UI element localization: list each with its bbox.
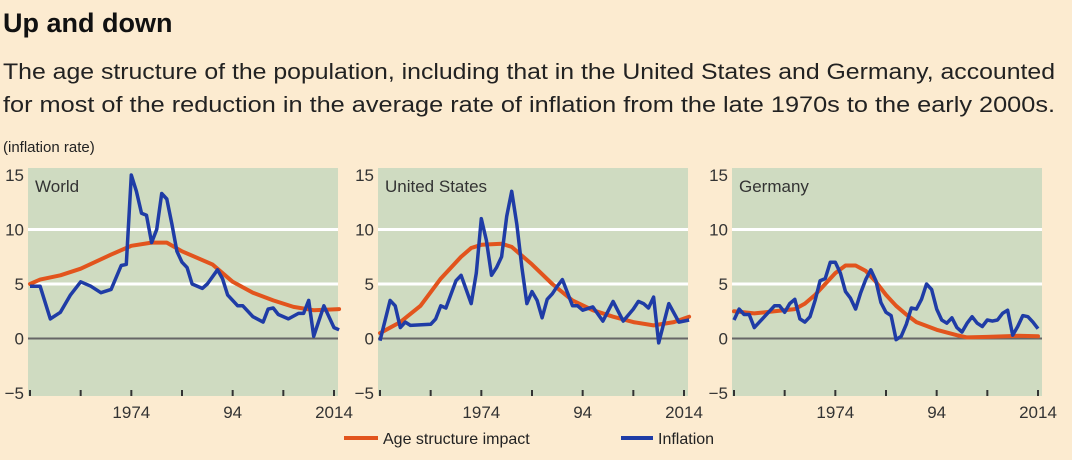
inflation-line (378, 189, 690, 345)
chart-subtitle-line-1: The age structure of the population, inc… (3, 59, 1055, 84)
y-tick-label: −5 (709, 384, 728, 403)
legend-inflation-label: Inflation (658, 431, 714, 448)
panel-world: 15 10 5 0 −5 1974 94 2014 World (5, 166, 353, 422)
y-tick-label: −5 (5, 384, 24, 403)
y-tick-label: 0 (365, 330, 374, 349)
y-tick-label: 15 (709, 166, 728, 185)
y-tick-label: 10 (355, 221, 374, 240)
y-tick-label: 5 (15, 275, 24, 294)
plot-area (378, 168, 688, 396)
y-tick-label: 0 (15, 330, 24, 349)
panel-title: Germany (739, 177, 809, 196)
y-tick-label: 10 (709, 221, 728, 240)
y-tick-label: 5 (719, 275, 728, 294)
inflation-line (732, 260, 1040, 342)
x-tick-label: 94 (573, 403, 592, 422)
legend: Age structure impact Inflation (344, 431, 714, 448)
panel-germany: 15 10 5 0 −5 1974 94 2014 Germany (709, 166, 1057, 422)
age-structure-line (732, 263, 1040, 340)
plot-area (28, 168, 338, 396)
x-tick-label: 1974 (816, 403, 854, 422)
y-axis-label: (inflation rate) (3, 139, 95, 156)
x-tick-label: 1974 (462, 403, 500, 422)
legend-age-label: Age structure impact (383, 431, 530, 448)
panel-united-states: 15 10 5 0 −5 1974 94 2014 United States (355, 166, 703, 422)
panel-title: World (35, 177, 79, 196)
y-tick-label: 15 (5, 166, 24, 185)
chart-title: Up and down (3, 8, 172, 38)
x-tick-label: 2014 (665, 403, 703, 422)
x-tick-label: 94 (223, 403, 242, 422)
panel-title: United States (385, 177, 487, 196)
y-tick-label: 10 (5, 221, 24, 240)
y-tick-label: 15 (355, 166, 374, 185)
y-tick-label: −5 (355, 384, 374, 403)
x-tick-label: 1974 (112, 403, 150, 422)
x-tick-label: 2014 (315, 403, 353, 422)
chart-subtitle-line-2: for most of the reduction in the average… (3, 92, 1055, 117)
y-tick-label: 0 (719, 330, 728, 349)
panels: 15 10 5 0 −5 1974 94 2014 World 15 10 5 0 −5 1974 94 201… (5, 166, 1057, 422)
y-tick-label: 5 (365, 275, 374, 294)
inflation-line (30, 173, 340, 339)
plot-area (732, 168, 1042, 396)
x-tick-label: 2014 (1019, 403, 1057, 422)
x-tick-label: 94 (927, 403, 946, 422)
